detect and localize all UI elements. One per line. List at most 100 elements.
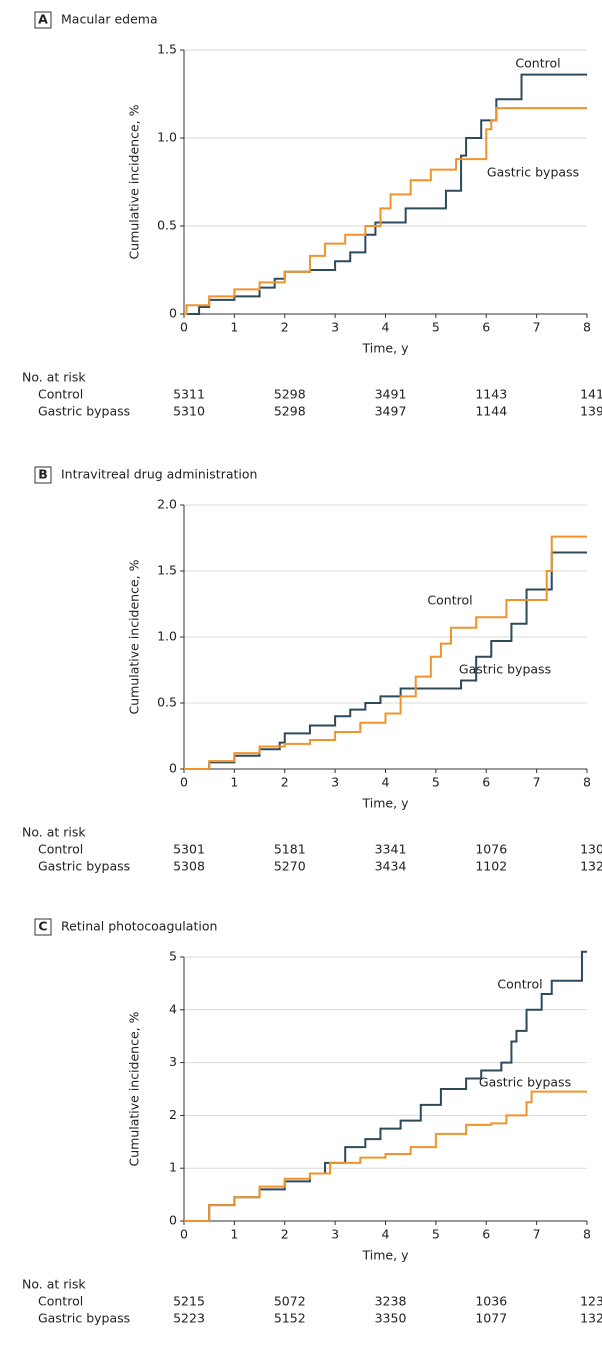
risk-value: 5181 [274, 842, 306, 857]
risk-row-name: Gastric bypass [38, 404, 130, 419]
risk-value: 1143 [475, 387, 507, 402]
risk-value: 5298 [274, 404, 306, 419]
risk-value: 139 [580, 404, 602, 419]
panel-label-box [34, 466, 52, 484]
risk-value: 141 [580, 387, 602, 402]
y-tick-label: 0.5 [157, 695, 177, 710]
y-tick-label: 3 [169, 1054, 177, 1069]
step-line [184, 73, 587, 315]
x-tick-label: 3 [331, 1227, 339, 1242]
x-tick-label: 3 [331, 775, 339, 790]
risk-table-title: No. at risk [22, 1277, 86, 1292]
risk-value: 3238 [375, 1294, 407, 1309]
x-tick-label: 4 [382, 320, 390, 335]
risk-value: 5310 [173, 404, 205, 419]
panel-label-box [34, 918, 52, 936]
x-tick-label: 1 [230, 1227, 238, 1242]
panel-label-box [34, 11, 52, 29]
x-tick-label: 2 [281, 320, 289, 335]
y-tick-label: 1.0 [157, 130, 177, 145]
risk-value: 1076 [475, 842, 507, 857]
x-axis-label: Time, y [362, 796, 410, 811]
y-axis-label: Cumulative incidence, % [127, 104, 142, 259]
y-tick-label: 2 [169, 1107, 177, 1122]
risk-value: 1102 [475, 859, 507, 874]
risk-row-name: Gastric bypass [38, 859, 130, 874]
step-line [184, 950, 587, 1222]
x-tick-label: 0 [180, 1227, 188, 1242]
x-tick-label: 4 [382, 775, 390, 790]
risk-table-title: No. at risk [22, 370, 86, 385]
step-line [184, 1090, 587, 1222]
risk-table-title: No. at risk [22, 825, 86, 840]
risk-value: 123 [580, 1294, 602, 1309]
risk-row-name: Control [38, 1294, 83, 1309]
x-tick-label: 7 [533, 320, 541, 335]
x-tick-label: 5 [432, 320, 440, 335]
y-tick-label: 0.5 [157, 218, 177, 233]
y-tick-label: 1 [169, 1160, 177, 1175]
x-tick-label: 2 [281, 1227, 289, 1242]
y-tick-label: 2.0 [157, 497, 177, 512]
risk-value: 5298 [274, 387, 306, 402]
panel-label: B [38, 467, 48, 482]
risk-value: 132 [580, 1311, 602, 1326]
x-tick-label: 8 [583, 1227, 591, 1242]
y-axis-label: Cumulative incidence, % [127, 559, 142, 714]
y-tick-label: 0 [169, 1213, 177, 1228]
x-tick-label: 0 [180, 775, 188, 790]
risk-value: 5152 [274, 1311, 306, 1326]
x-tick-label: 1 [230, 775, 238, 790]
risk-value: 130 [580, 842, 602, 857]
x-tick-label: 7 [533, 1227, 541, 1242]
x-tick-label: 0 [180, 320, 188, 335]
risk-value: 5223 [173, 1311, 205, 1326]
x-tick-label: 2 [281, 775, 289, 790]
x-tick-label: 5 [432, 1227, 440, 1242]
y-tick-label: 5 [169, 949, 177, 964]
x-axis-label: Time, y [362, 1248, 410, 1263]
y-tick-label: 4 [169, 1001, 177, 1016]
x-tick-label: 8 [583, 320, 591, 335]
risk-value: 5301 [173, 842, 205, 857]
risk-value: 5215 [173, 1294, 205, 1309]
step-line [184, 535, 587, 770]
risk-value: 5072 [274, 1294, 306, 1309]
panel-title: Intravitreal drug administration [61, 467, 257, 482]
x-tick-label: 3 [331, 320, 339, 335]
x-tick-label: 6 [482, 775, 490, 790]
step-line [184, 107, 587, 315]
risk-row-name: Gastric bypass [38, 1311, 130, 1326]
risk-value: 5270 [274, 859, 306, 874]
risk-value: 3434 [375, 859, 407, 874]
risk-value: 3491 [375, 387, 407, 402]
x-tick-label: 6 [482, 320, 490, 335]
panel-title: Retinal photocoagulation [61, 919, 217, 934]
series-label: Gastric bypass [479, 1075, 571, 1090]
risk-value: 1077 [475, 1311, 507, 1326]
y-tick-label: 1.5 [157, 563, 177, 578]
x-tick-label: 1 [230, 320, 238, 335]
y-tick-label: 1.5 [157, 42, 177, 57]
risk-row-name: Control [38, 842, 83, 857]
risk-value: 1144 [475, 404, 507, 419]
risk-value: 3350 [375, 1311, 407, 1326]
y-tick-label: 0 [169, 306, 177, 321]
series-label: Gastric bypass [459, 662, 551, 677]
x-tick-label: 5 [432, 775, 440, 790]
risk-value: 3341 [375, 842, 407, 857]
risk-value: 5311 [173, 387, 205, 402]
series-label: Control [497, 977, 542, 992]
series-label: Gastric bypass [487, 165, 579, 180]
series-label: Control [427, 593, 472, 608]
x-axis-label: Time, y [362, 341, 410, 356]
y-tick-label: 0 [169, 761, 177, 776]
panel-label: C [38, 919, 47, 934]
risk-value: 5308 [173, 859, 205, 874]
risk-value: 132 [580, 859, 602, 874]
y-tick-label: 1.0 [157, 629, 177, 644]
panel-label: A [38, 12, 48, 27]
x-tick-label: 4 [382, 1227, 390, 1242]
risk-value: 3497 [375, 404, 407, 419]
